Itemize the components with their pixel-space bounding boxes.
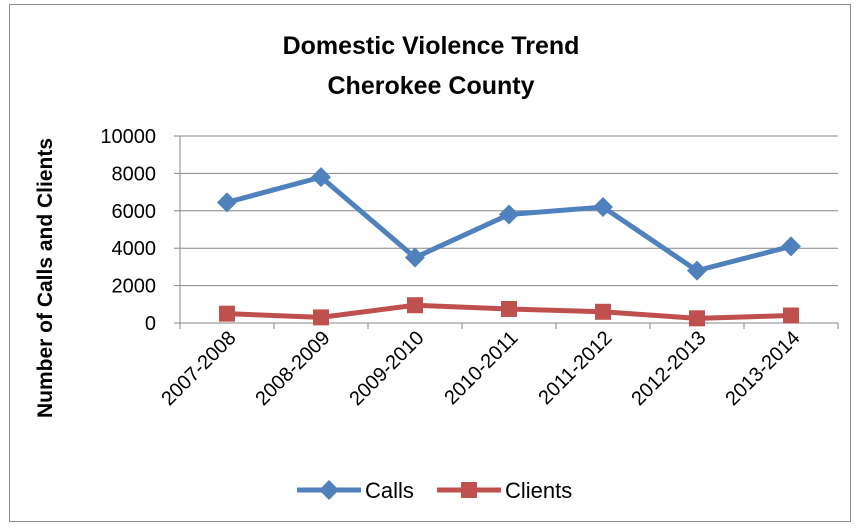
x-tick-label: 2012-2013	[627, 327, 710, 410]
data-point-clients	[407, 297, 423, 314]
x-tick-label: 2011-2012	[534, 327, 616, 409]
legend-label-calls: Calls	[365, 478, 414, 503]
data-point-calls	[781, 236, 801, 257]
data-point-clients	[313, 309, 329, 326]
x-tick-label: 2009-2010	[345, 327, 428, 410]
x-tick-label: 2013-2014	[721, 327, 804, 410]
data-point-calls	[593, 197, 613, 218]
data-point-calls	[405, 247, 425, 268]
chart-title-line-1: Domestic Violence Trend	[282, 32, 580, 60]
y-tick-labels: 0 2000 4000 6000 8000 10000	[100, 126, 156, 335]
data-point-calls	[311, 167, 331, 188]
legend-marker-clients	[461, 482, 477, 498]
legend-label-clients: Clients	[505, 478, 572, 503]
data-point-calls	[687, 260, 707, 281]
y-tick-label: 2000	[112, 276, 157, 298]
data-point-calls	[499, 204, 519, 225]
chart-title-line-2: Cherokee County	[327, 72, 535, 100]
series-lines	[217, 167, 801, 327]
legend-marker-calls	[319, 480, 339, 500]
y-tick-label: 10000	[100, 126, 156, 148]
chart-frame	[9, 4, 851, 522]
x-tick-label: 2007-2008	[157, 327, 240, 410]
data-point-clients	[783, 307, 799, 324]
y-tick-label: 4000	[112, 238, 157, 260]
y-tick-label: 6000	[112, 201, 157, 223]
y-axis-label: Number of Calls and Clients	[34, 138, 57, 418]
legend: Calls Clients	[297, 478, 572, 503]
axes	[174, 135, 839, 329]
data-point-clients	[595, 303, 611, 320]
x-tick-label: 2008-2009	[251, 327, 334, 410]
x-tick-label: 2010-2011	[440, 327, 522, 409]
data-point-clients	[689, 310, 705, 327]
data-point-clients	[501, 300, 517, 317]
x-tick-labels: 2007-2008 2008-2009 2009-2010 2010-2011 2011…	[157, 327, 804, 410]
data-point-calls	[217, 192, 237, 213]
data-point-clients	[219, 305, 235, 322]
y-tick-label: 0	[145, 313, 156, 335]
y-tick-label: 8000	[112, 163, 157, 185]
